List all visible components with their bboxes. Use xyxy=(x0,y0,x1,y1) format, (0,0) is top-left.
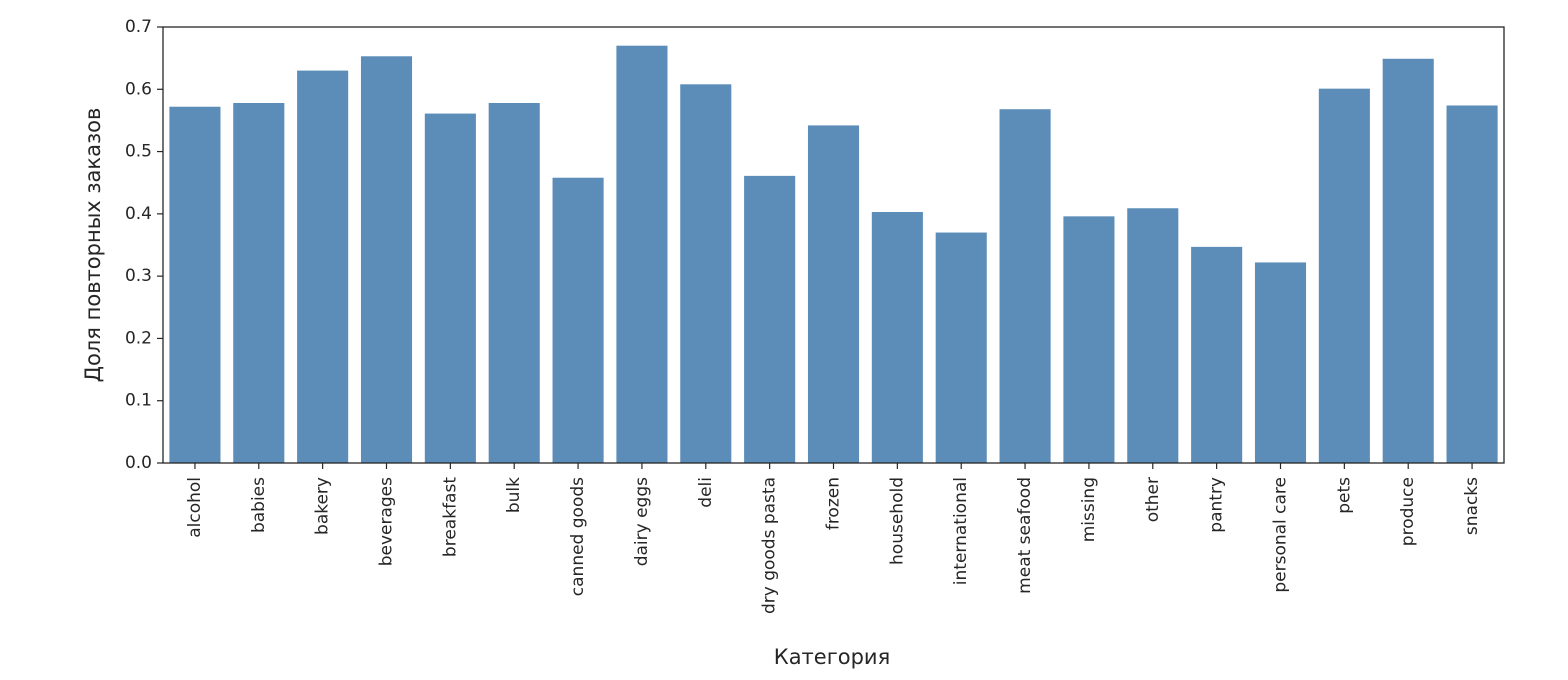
bar-frozen xyxy=(807,125,860,463)
y-axis-label: Доля повторных заказов xyxy=(81,108,105,383)
x-tick-label: pets xyxy=(1334,477,1354,514)
x-tick-label: bakery xyxy=(313,477,333,535)
x-tick-label: meat seafood xyxy=(1015,477,1035,594)
y-tick-label: 0.0 xyxy=(125,453,152,473)
bar-other xyxy=(1127,208,1179,463)
y-tick-label: 0.4 xyxy=(125,204,152,224)
x-tick-label: babies xyxy=(249,477,269,533)
x-tick-label: household xyxy=(887,477,907,565)
x-axis-label: Категория xyxy=(774,645,890,669)
x-tick-label: canned goods xyxy=(568,477,588,596)
bar-produce xyxy=(1382,58,1434,464)
x-tick-label: missing xyxy=(1079,477,1099,542)
bar-bulk xyxy=(488,102,540,464)
y-tick-label: 0.2 xyxy=(125,328,152,348)
bar-household xyxy=(871,211,923,463)
y-tick-label: 0.6 xyxy=(125,79,152,99)
x-tick-label: deli xyxy=(696,477,716,508)
x-axis: alcohol babies bakery beverages breakfast bul… xyxy=(185,463,1482,614)
bar-pantry xyxy=(1191,246,1243,463)
x-tick-label: alcohol xyxy=(185,477,205,538)
x-tick-label: personal care xyxy=(1271,477,1291,593)
bar-bakery xyxy=(297,70,349,463)
bar-snacks xyxy=(1446,105,1498,463)
y-tick-label: 0.3 xyxy=(125,266,152,286)
bar-international xyxy=(935,232,987,463)
x-tick-label: international xyxy=(951,477,971,585)
x-tick-label: beverages xyxy=(377,477,397,566)
y-tick-label: 0.1 xyxy=(125,391,152,411)
x-tick-label: frozen xyxy=(824,477,844,530)
plot-frame xyxy=(162,26,1505,464)
y-axis: 0.0 0.1 0.2 0.3 0.4 0.5 0.6 0.7 xyxy=(125,17,163,473)
bar-deli xyxy=(680,84,732,464)
bar-pets xyxy=(1318,88,1370,463)
bar-dairy-eggs xyxy=(616,45,668,463)
x-tick-label: snacks xyxy=(1462,477,1482,535)
bar-missing xyxy=(1063,216,1115,463)
bar-beverages xyxy=(360,56,413,464)
bar-babies xyxy=(233,102,285,464)
bar-dry-goods-pasta xyxy=(744,175,796,464)
bars-group xyxy=(169,45,1498,464)
x-tick-label: dairy eggs xyxy=(632,477,652,566)
x-tick-label: dry goods pasta xyxy=(760,477,780,614)
bar-canned-goods xyxy=(552,177,604,464)
bar-meat-seafood xyxy=(999,109,1051,463)
x-tick-label: bulk xyxy=(504,477,524,513)
y-tick-label: 0.7 xyxy=(125,17,152,37)
bar-breakfast xyxy=(424,113,476,463)
x-tick-label: pantry xyxy=(1207,477,1227,533)
x-tick-label: produce xyxy=(1398,477,1418,546)
x-tick-label: other xyxy=(1143,477,1163,522)
x-tick-label: breakfast xyxy=(440,477,460,557)
y-tick-label: 0.5 xyxy=(125,142,152,162)
bar-alcohol xyxy=(169,106,221,463)
bar-personal-care xyxy=(1254,262,1307,463)
